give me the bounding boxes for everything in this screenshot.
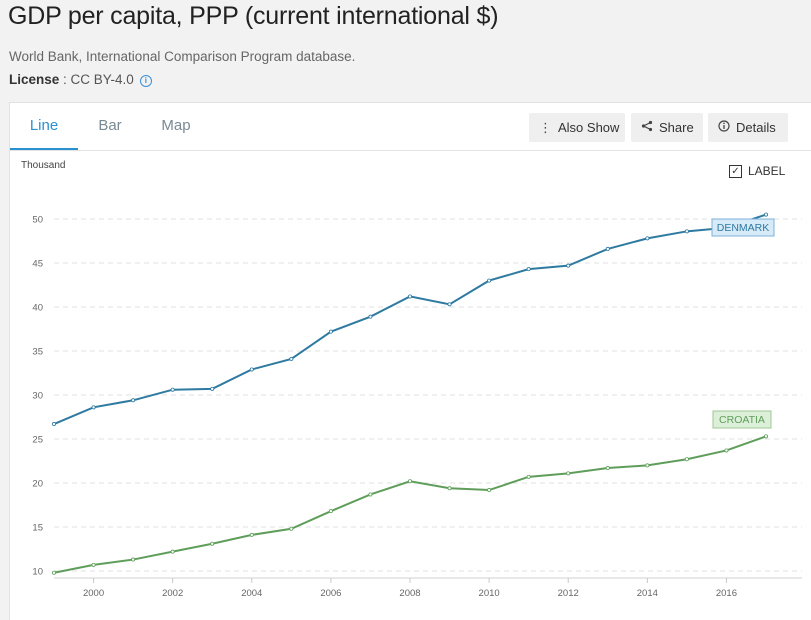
series-label-croatia: CROATIA	[719, 414, 765, 426]
data-point-denmark[interactable]	[91, 405, 96, 410]
also-show-label: Also Show	[558, 120, 620, 135]
share-button[interactable]: Share	[631, 113, 703, 142]
data-point-denmark[interactable]	[368, 314, 373, 319]
y-tick-label: 35	[32, 347, 43, 358]
y-tick-label: 30	[32, 391, 43, 402]
data-point-croatia[interactable]	[487, 488, 492, 493]
series-label-box-denmark	[711, 218, 775, 237]
y-unit-label: Thousand	[21, 160, 65, 171]
data-point-denmark[interactable]	[289, 356, 294, 361]
data-point-croatia[interactable]	[407, 479, 412, 484]
x-tick-label: 2010	[479, 588, 500, 599]
data-point-croatia[interactable]	[447, 486, 452, 491]
data-point-denmark[interactable]	[566, 263, 571, 268]
license-label: License	[9, 72, 60, 87]
data-point-denmark[interactable]	[249, 367, 254, 372]
y-tick-label: 45	[32, 259, 43, 270]
x-tick-label: 2004	[241, 588, 262, 599]
share-icon	[641, 113, 653, 142]
data-point-croatia[interactable]	[328, 509, 333, 514]
data-point-croatia[interactable]	[566, 471, 571, 476]
data-point-croatia[interactable]	[170, 549, 175, 554]
data-point-denmark[interactable]	[131, 398, 136, 403]
data-point-denmark[interactable]	[447, 302, 452, 307]
data-point-denmark[interactable]	[645, 236, 650, 241]
data-point-denmark[interactable]	[210, 386, 215, 391]
data-point-croatia[interactable]	[526, 474, 531, 479]
details-label: Details	[736, 120, 776, 135]
data-point-croatia[interactable]	[131, 557, 136, 562]
x-tick-label: 2008	[399, 588, 420, 599]
tab-bar: Line Bar Map ⋮ Also Show Share Details	[10, 103, 811, 151]
x-tick-label: 2016	[716, 588, 737, 599]
data-point-croatia[interactable]	[91, 562, 96, 567]
data-point-croatia[interactable]	[684, 457, 689, 462]
label-toggle[interactable]: ✓ LABEL	[729, 164, 785, 178]
page-title: GDP per capita, PPP (current internation…	[8, 2, 499, 30]
data-point-croatia[interactable]	[764, 434, 769, 439]
data-point-denmark[interactable]	[526, 267, 531, 272]
data-point-croatia[interactable]	[289, 526, 294, 531]
data-point-croatia[interactable]	[52, 570, 57, 575]
y-tick-label: 10	[32, 567, 43, 578]
tab-bar-chart[interactable]: Bar	[98, 117, 122, 134]
series-line-croatia	[53, 435, 767, 574]
y-tick-label: 50	[32, 215, 43, 226]
data-point-denmark[interactable]	[684, 229, 689, 234]
data-point-croatia[interactable]	[645, 463, 650, 468]
data-point-denmark[interactable]	[170, 387, 175, 392]
grid-layer	[54, 218, 802, 572]
x-tick-label: 2002	[162, 588, 183, 599]
x-tick-label: 2014	[637, 588, 658, 599]
data-point-denmark[interactable]	[764, 212, 769, 217]
line-chart: Thousand 10 15 20 25 30 35 40 45 50 2000 2002 2004 20…	[21, 160, 802, 599]
tab-line[interactable]: Line	[10, 103, 78, 150]
series-line-denmark	[53, 213, 767, 425]
share-label: Share	[659, 120, 694, 135]
tab-map[interactable]: Map	[161, 117, 191, 134]
info-circle-icon	[718, 113, 730, 142]
info-icon[interactable]: i	[139, 75, 152, 87]
data-point-croatia[interactable]	[724, 448, 729, 453]
source-text: World Bank, International Comparison Pro…	[9, 49, 356, 64]
series-label-denmark: DENMARK	[717, 222, 770, 234]
vertical-ellipsis-icon: ⋮	[539, 120, 552, 135]
license-line: License : CC BY-4.0 i	[9, 72, 152, 87]
label-toggle-text: LABEL	[748, 164, 786, 178]
license-value: : CC BY-4.0	[59, 72, 134, 87]
data-point-croatia[interactable]	[368, 492, 373, 497]
data-point-denmark[interactable]	[605, 246, 610, 251]
data-point-croatia[interactable]	[605, 466, 610, 471]
series-label-box-croatia	[712, 410, 772, 429]
series-label-layer: DENMARK CROATIA	[711, 218, 775, 429]
y-tick-label: 20	[32, 479, 43, 490]
data-point-denmark[interactable]	[52, 422, 57, 427]
series-layer	[52, 212, 769, 575]
data-point-croatia[interactable]	[249, 532, 254, 537]
chart-panel: Line Bar Map ⋮ Also Show Share Details ✓ …	[9, 102, 811, 620]
data-point-denmark[interactable]	[328, 329, 333, 334]
also-show-button[interactable]: ⋮ Also Show	[529, 113, 625, 142]
details-button[interactable]: Details	[708, 113, 788, 142]
x-tick-label: 2006	[320, 588, 341, 599]
data-point-croatia[interactable]	[210, 541, 215, 546]
x-tick-label: 2012	[558, 588, 579, 599]
label-checkbox[interactable]: ✓	[729, 164, 742, 178]
data-point-denmark[interactable]	[407, 294, 412, 299]
data-point-denmark[interactable]	[487, 278, 492, 283]
y-tick-label: 25	[32, 435, 43, 446]
x-tick-label: 2000	[83, 588, 104, 599]
axis-layer: Thousand 10 15 20 25 30 35 40 45 50 2000 2002 2004 20…	[21, 160, 802, 599]
y-tick-label: 15	[32, 523, 43, 534]
y-tick-label: 40	[32, 303, 43, 314]
